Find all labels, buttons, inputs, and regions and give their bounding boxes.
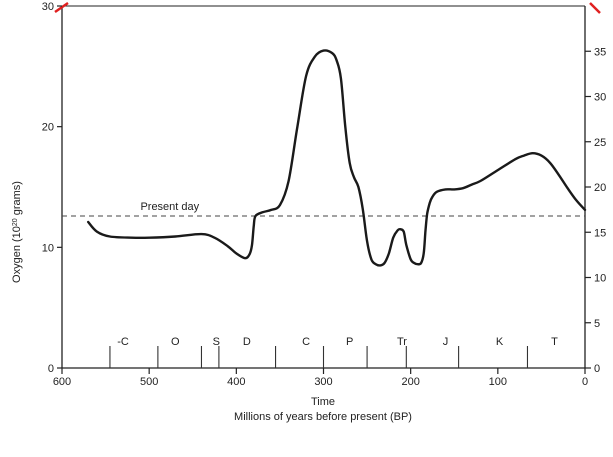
- period-label: D: [243, 336, 251, 348]
- y-tick-label: 20: [42, 122, 54, 134]
- y-tick-label: 10: [42, 242, 54, 254]
- period-label: -C: [117, 336, 129, 348]
- period-label: S: [213, 336, 220, 348]
- y2-tick-label: 5: [594, 318, 600, 330]
- period-label: Tr: [397, 336, 407, 348]
- y2-ticks: 0 5 10 15 20 25 30 35: [585, 46, 606, 375]
- y2-tick-label: 30: [594, 92, 606, 104]
- y-axis-title: Oxygen (1020 grams): [11, 181, 23, 283]
- x-tick-label: 0: [582, 376, 588, 388]
- y2-tick-label: 25: [594, 137, 606, 149]
- y2-tick-label: 35: [594, 46, 606, 58]
- period-labels: -C O S D C P Tr J K T: [117, 336, 558, 348]
- oxygen-series-line: [87, 49, 587, 267]
- x-axis-subtitle: Millions of years before present (BP): [234, 411, 412, 423]
- top-right-corner-mark: [589, 2, 601, 14]
- x-tick-label: 500: [140, 376, 158, 388]
- period-label: P: [346, 336, 353, 348]
- period-label: J: [443, 336, 449, 348]
- y2-tick-label: 0: [594, 363, 600, 375]
- present-day-label: Present day: [140, 201, 199, 213]
- x-tick-label: 300: [314, 376, 332, 388]
- period-boundaries: [109, 346, 529, 368]
- x-tick-label: 400: [227, 376, 245, 388]
- period-label: O: [171, 336, 180, 348]
- y-tick-label: 30: [42, 1, 54, 13]
- x-tick-label: 100: [489, 376, 507, 388]
- period-label: K: [496, 336, 504, 348]
- x-ticks: 600 500 400 300 200 100 0: [53, 368, 588, 388]
- period-label: C: [302, 336, 310, 348]
- y-ticks: 0 10 20 30: [42, 1, 62, 375]
- x-tick-label: 200: [401, 376, 419, 388]
- y2-tick-label: 15: [594, 227, 606, 239]
- top-left-corner-mark: [54, 1, 69, 14]
- period-label: T: [551, 336, 558, 348]
- x-tick-label: 600: [53, 376, 71, 388]
- y2-tick-label: 20: [594, 182, 606, 194]
- y-tick-label: 0: [48, 363, 54, 375]
- x-axis-title: Time: [311, 396, 335, 408]
- y2-tick-label: 10: [594, 273, 606, 285]
